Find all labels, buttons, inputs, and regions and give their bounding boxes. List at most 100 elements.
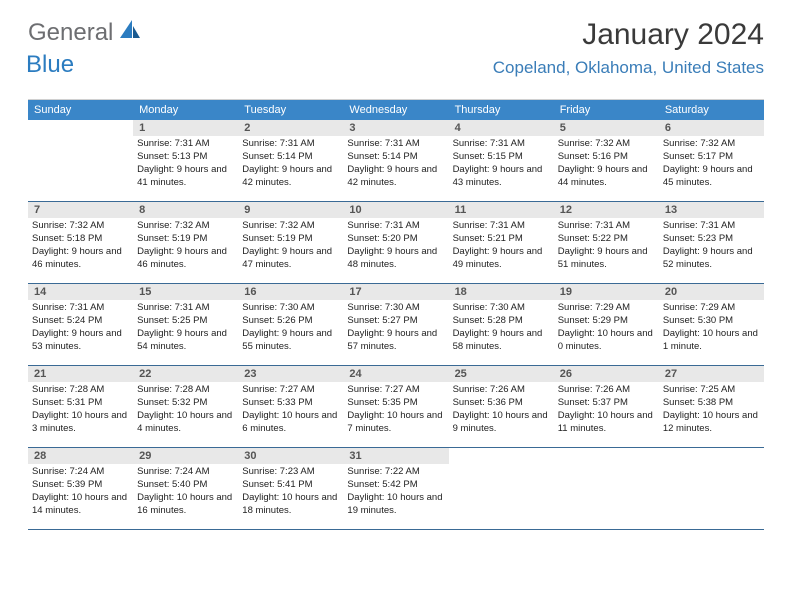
day-cell: 7Sunrise: 7:32 AMSunset: 5:18 PMDaylight…	[28, 202, 133, 284]
day-number: 21	[28, 366, 133, 382]
sunset-text: Sunset: 5:23 PM	[663, 233, 760, 246]
day-number: 25	[449, 366, 554, 382]
sunrise-text: Sunrise: 7:30 AM	[453, 302, 550, 315]
sunset-text: Sunset: 5:40 PM	[137, 479, 234, 492]
daylight-text: Daylight: 10 hours and 6 minutes.	[242, 410, 339, 436]
sunrise-text: Sunrise: 7:30 AM	[242, 302, 339, 315]
daylight-text: Daylight: 9 hours and 46 minutes.	[137, 246, 234, 272]
sunset-text: Sunset: 5:32 PM	[137, 397, 234, 410]
day-cell: 29 Sunrise: 7:24 AMSunset: 5:40 PMDayligh…	[133, 448, 238, 530]
calendar-grid: SundayMondayTuesdayWednesdayThursdayFrid…	[28, 99, 764, 530]
day-cell: 4Sunrise: 7:31 AMSunset: 5:15 PMDaylight…	[449, 120, 554, 202]
sunrise-text: Sunrise: 7:31 AM	[137, 138, 234, 151]
day-cell: 16Sunrise: 7:30 AMSunset: 5:26 PMDayligh…	[238, 284, 343, 366]
daylight-text: Daylight: 9 hours and 44 minutes.	[558, 164, 655, 190]
day-number: 27	[659, 366, 764, 382]
sunset-text: Sunset: 5:33 PM	[242, 397, 339, 410]
sunset-text: Sunset: 5:35 PM	[347, 397, 444, 410]
daylight-text: Daylight: 10 hours and 19 minutes.	[347, 492, 444, 518]
day-cell: 2Sunrise: 7:31 AMSunset: 5:14 PMDaylight…	[238, 120, 343, 202]
daylight-text: Daylight: 9 hours and 49 minutes.	[453, 246, 550, 272]
daylight-text: Daylight: 9 hours and 42 minutes.	[347, 164, 444, 190]
sunrise-text: Sunrise: 7:25 AM	[663, 384, 760, 397]
daylight-text: Daylight: 10 hours and 16 minutes.	[137, 492, 234, 518]
brand-word-1: General	[28, 19, 113, 46]
sunrise-text: Sunrise: 7:27 AM	[347, 384, 444, 397]
day-cell: 28Sunrise: 7:24 AMSunset: 5:39 PMDayligh…	[28, 448, 133, 530]
day-cell: 18Sunrise: 7:30 AMSunset: 5:28 PMDayligh…	[449, 284, 554, 366]
sunset-text: Sunset: 5:21 PM	[453, 233, 550, 246]
day-number: 31	[343, 448, 448, 464]
day-header: Monday	[133, 100, 238, 120]
day-cell: 6Sunrise: 7:32 AMSunset: 5:17 PMDaylight…	[659, 120, 764, 202]
title-block: January 2024 Copeland, Oklahoma, United …	[493, 18, 764, 78]
daylight-text: Daylight: 10 hours and 4 minutes.	[137, 410, 234, 436]
day-number: 4	[449, 120, 554, 136]
day-header: Tuesday	[238, 100, 343, 120]
day-number: 3	[343, 120, 448, 136]
sunset-text: Sunset: 5:36 PM	[453, 397, 550, 410]
sunset-text: Sunset: 5:15 PM	[453, 151, 550, 164]
sail-icon	[118, 18, 142, 40]
day-number: 9	[238, 202, 343, 218]
daylight-text: Daylight: 9 hours and 52 minutes.	[663, 246, 760, 272]
sunset-text: Sunset: 5:31 PM	[32, 397, 129, 410]
sunrise-text: Sunrise: 7:31 AM	[663, 220, 760, 233]
day-cell: 31Sunrise: 7:22 AMSunset: 5:42 PMDayligh…	[343, 448, 448, 530]
daylight-text: Daylight: 10 hours and 7 minutes.	[347, 410, 444, 436]
empty-cell	[449, 448, 554, 530]
daylight-text: Daylight: 9 hours and 58 minutes.	[453, 328, 550, 354]
sunset-text: Sunset: 5:28 PM	[453, 315, 550, 328]
sunset-text: Sunset: 5:14 PM	[347, 151, 444, 164]
day-cell: 25Sunrise: 7:26 AMSunset: 5:36 PMDayligh…	[449, 366, 554, 448]
sunrise-text: Sunrise: 7:29 AM	[663, 302, 760, 315]
sunrise-text: Sunrise: 7:24 AM	[137, 466, 234, 479]
day-number: 12	[554, 202, 659, 218]
day-number: 13	[659, 202, 764, 218]
sunset-text: Sunset: 5:16 PM	[558, 151, 655, 164]
sunrise-text: Sunrise: 7:28 AM	[137, 384, 234, 397]
day-number: 15	[133, 284, 238, 300]
day-cell: 8Sunrise: 7:32 AMSunset: 5:19 PMDaylight…	[133, 202, 238, 284]
day-number: 29	[133, 448, 238, 464]
daylight-text: Daylight: 9 hours and 53 minutes.	[32, 328, 129, 354]
day-number: 20	[659, 284, 764, 300]
sunset-text: Sunset: 5:17 PM	[663, 151, 760, 164]
day-number: 6	[659, 120, 764, 136]
month-title: January 2024	[493, 18, 764, 52]
sunrise-text: Sunrise: 7:32 AM	[558, 138, 655, 151]
sunrise-text: Sunrise: 7:31 AM	[137, 302, 234, 315]
day-number: 2	[238, 120, 343, 136]
day-number: 26	[554, 366, 659, 382]
daylight-text: Daylight: 9 hours and 48 minutes.	[347, 246, 444, 272]
sunrise-text: Sunrise: 7:22 AM	[347, 466, 444, 479]
day-number: 1	[133, 120, 238, 136]
sunrise-text: Sunrise: 7:31 AM	[453, 220, 550, 233]
sunrise-text: Sunrise: 7:26 AM	[453, 384, 550, 397]
sunrise-text: Sunrise: 7:31 AM	[242, 138, 339, 151]
day-cell: 15Sunrise: 7:31 AMSunset: 5:25 PMDayligh…	[133, 284, 238, 366]
daylight-text: Daylight: 10 hours and 1 minute.	[663, 328, 760, 354]
sunrise-text: Sunrise: 7:31 AM	[32, 302, 129, 315]
day-number: 17	[343, 284, 448, 300]
daylight-text: Daylight: 10 hours and 12 minutes.	[663, 410, 760, 436]
daylight-text: Daylight: 9 hours and 45 minutes.	[663, 164, 760, 190]
sunset-text: Sunset: 5:18 PM	[32, 233, 129, 246]
day-number: 10	[343, 202, 448, 218]
daylight-text: Daylight: 9 hours and 57 minutes.	[347, 328, 444, 354]
sunset-text: Sunset: 5:24 PM	[32, 315, 129, 328]
day-cell: 30Sunrise: 7:23 AMSunset: 5:41 PMDayligh…	[238, 448, 343, 530]
brand-logo: General Blue	[28, 18, 142, 85]
day-number: 24	[343, 366, 448, 382]
sunset-text: Sunset: 5:26 PM	[242, 315, 339, 328]
sunrise-text: Sunrise: 7:32 AM	[137, 220, 234, 233]
day-number: 5	[554, 120, 659, 136]
day-cell: 22Sunrise: 7:28 AMSunset: 5:32 PMDayligh…	[133, 366, 238, 448]
empty-cell	[28, 120, 133, 202]
sunset-text: Sunset: 5:27 PM	[347, 315, 444, 328]
brand-text: General Blue	[28, 18, 142, 85]
day-cell: 21Sunrise: 7:28 AMSunset: 5:31 PMDayligh…	[28, 366, 133, 448]
daylight-text: Daylight: 10 hours and 3 minutes.	[32, 410, 129, 436]
sunset-text: Sunset: 5:14 PM	[242, 151, 339, 164]
sunrise-text: Sunrise: 7:31 AM	[453, 138, 550, 151]
